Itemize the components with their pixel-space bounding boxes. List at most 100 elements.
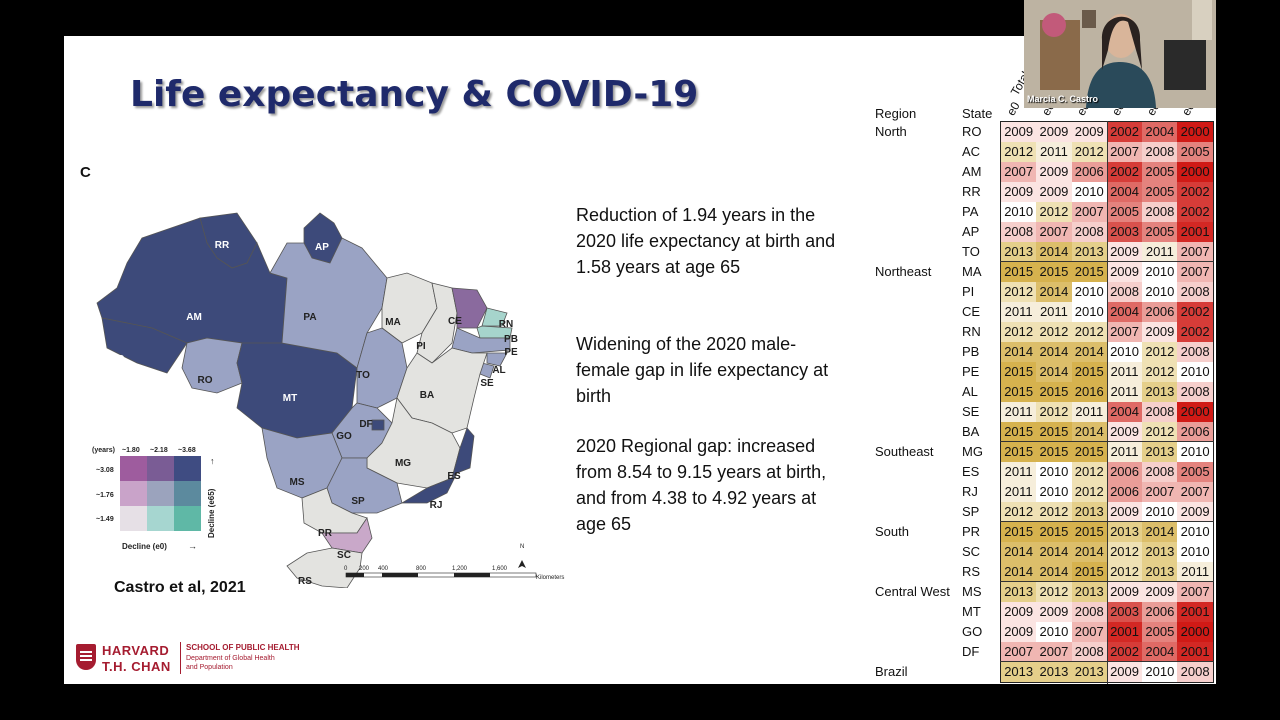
state-label: MT	[962, 604, 981, 619]
legend-arrow-up: ↑	[210, 456, 215, 466]
table-cell: 2015	[1001, 422, 1037, 442]
legend-cell-11	[147, 481, 174, 506]
legend-header-0: (years)	[92, 447, 115, 454]
table-row: 2007 2007 2008 2002 2004 2001	[1001, 642, 1213, 662]
table-cell: 2009	[1001, 622, 1037, 642]
state-label: PI	[962, 284, 975, 299]
table-cell: 2010	[1177, 542, 1213, 562]
logo-line1: HARVARD	[102, 643, 170, 658]
map-label-pr: PR	[318, 528, 333, 539]
table-cell: 2005	[1142, 622, 1178, 642]
map-label-ro: RO	[198, 375, 213, 386]
table-row: 2015 2015 2014 2009 2012 2006	[1001, 422, 1213, 442]
table-cell: 2013	[1036, 662, 1072, 682]
table-cell: 2000	[1177, 122, 1213, 142]
table-cell: 2005	[1177, 142, 1213, 162]
table-cell: 2012	[1036, 402, 1072, 422]
table-cell: 2009	[1036, 602, 1072, 622]
table-cell: 2008	[1177, 382, 1213, 402]
table-cell: 2002	[1106, 162, 1143, 182]
table-row: 2011 2012 2011 2004 2008 2000	[1001, 402, 1213, 422]
webcam-video	[1024, 0, 1216, 108]
table-cell: 2007	[1177, 242, 1213, 262]
legend-cell-10	[120, 481, 147, 506]
legend-cell-12	[174, 481, 201, 506]
state-label: AC	[962, 144, 981, 159]
webcam-tile[interactable]: Marcia C. Castro	[1024, 0, 1216, 108]
table-cell: 2008	[1106, 282, 1143, 302]
scale-tick-5: 1,600	[492, 566, 508, 572]
table-cell: 2010	[1177, 362, 1213, 382]
table-cell: 2012	[1036, 502, 1072, 522]
legend-cell-00	[120, 456, 147, 481]
table-row: 2014 2014 2015 2012 2013 2011	[1001, 562, 1213, 582]
table-cell: 2005	[1142, 222, 1178, 242]
map-label-ce: CE	[448, 316, 462, 327]
table-row: 2015 2015 2015 2009 2010 2007	[1001, 262, 1213, 282]
table-cell: 2013	[1071, 242, 1107, 262]
table-cell: 2013	[1142, 442, 1178, 462]
table-cell: 2006	[1071, 162, 1107, 182]
table-cell: 2012	[1071, 142, 1107, 162]
north-label: N	[520, 544, 524, 550]
table-cell: 2011	[1106, 382, 1143, 402]
legend-y-title: Decline (e65)	[207, 488, 216, 538]
table-row: 2015 2015 2015 2011 2013 2010	[1001, 442, 1213, 462]
map-label-ac: AC	[110, 354, 124, 365]
state-label: DF	[962, 644, 980, 659]
table-cell: 2008	[1177, 282, 1213, 302]
state-rj	[400, 472, 458, 504]
legend-header-2: ~2.18	[150, 447, 168, 454]
table-row: 2012 2012 2013 2009 2010 2009	[1001, 502, 1213, 522]
table-cell: 2008	[1071, 642, 1107, 662]
table-cell: 2008	[1001, 222, 1037, 242]
legend-cell-20	[120, 506, 147, 531]
panel-label: C	[80, 164, 91, 181]
map-label-es: ES	[447, 471, 461, 482]
state-label: PR	[962, 524, 981, 539]
table-cell: 2005	[1142, 182, 1178, 202]
table-cell: 2015	[1001, 262, 1037, 282]
table-row: 2008 2007 2008 2003 2005 2001	[1001, 222, 1213, 242]
citation: Castro et al, 2021	[114, 579, 246, 596]
table-cell: 2002	[1177, 202, 1213, 222]
table-row: 2015 2014 2015 2011 2012 2010	[1001, 362, 1213, 382]
map-label-rj: RJ	[430, 500, 443, 511]
table-cell: 2011	[1071, 402, 1107, 422]
state-rn	[481, 307, 508, 327]
table-cell: 2009	[1036, 182, 1072, 202]
scale-unit: Kilometers	[536, 575, 564, 581]
column-divider	[1106, 121, 1108, 684]
bullet-2: Widening of the 2020 male-female gap in …	[576, 334, 829, 406]
state-label: GO	[962, 624, 983, 639]
table-cell: 2013	[1142, 382, 1178, 402]
region-label: North	[875, 124, 907, 139]
map-label-al: AL	[492, 365, 505, 376]
state-label: TO	[962, 244, 980, 259]
state-label: AL	[962, 384, 978, 399]
table-cell: 2005	[1142, 162, 1178, 182]
table-cell: 2006	[1142, 302, 1178, 322]
scale-tick-1: 200	[359, 566, 370, 572]
table-cell: 2012	[1106, 562, 1143, 582]
table-row: 2009 2009 2010 2004 2005 2002	[1001, 182, 1213, 202]
region-label: Northeast	[875, 264, 932, 279]
state-label: RN	[962, 324, 981, 339]
table-cell: 2002	[1177, 322, 1213, 342]
table-cell: 2009	[1036, 162, 1072, 182]
table-cell: 2012	[1001, 322, 1037, 342]
table-row: 2009 2010 2007 2001 2005 2000	[1001, 622, 1213, 642]
table-cell: 2012	[1001, 282, 1037, 302]
table-row: 2009 2009 2008 2003 2006 2001	[1001, 602, 1213, 622]
table-cell: 2005	[1106, 202, 1143, 222]
legend-cell-21	[147, 506, 174, 531]
region-header: Region	[875, 106, 917, 121]
table-cell: 2015	[1036, 442, 1072, 462]
state-label: AP	[962, 224, 980, 239]
table-row: 2012 2011 2012 2007 2008 2005	[1001, 142, 1213, 162]
table-cell: 2013	[1071, 582, 1107, 602]
table-cell: 2007	[1001, 162, 1037, 182]
table-cell: 2015	[1001, 442, 1037, 462]
table-cell: 2009	[1106, 582, 1143, 602]
table-cell: 2013	[1142, 562, 1178, 582]
